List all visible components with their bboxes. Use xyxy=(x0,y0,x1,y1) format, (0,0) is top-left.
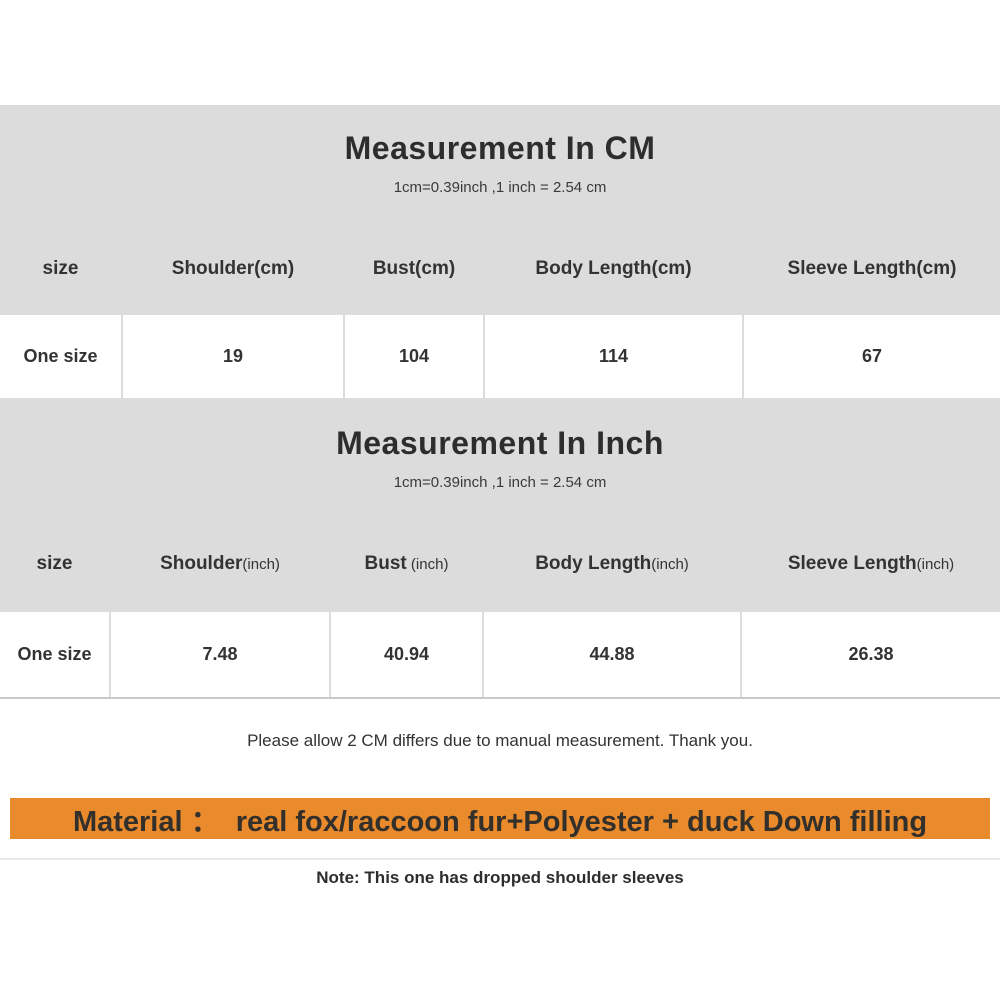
cm-data-row: One size 19 104 114 67 xyxy=(0,314,1000,398)
inch-section-subtitle: 1cm=0.39inch ,1 inch = 2.54 cm xyxy=(393,473,607,491)
cm-header-sleeve-length: Sleeve Length(cm) xyxy=(787,257,957,279)
inch-header-bust: Bust (inch) xyxy=(364,552,449,574)
top-whitespace xyxy=(0,0,1000,105)
cm-section-subtitle: 1cm=0.39inch ,1 inch = 2.54 cm xyxy=(393,178,607,196)
inch-cell-size: One size xyxy=(0,612,109,697)
inch-data-row: One size 7.48 40.94 44.88 26.38 xyxy=(0,612,1000,699)
cm-header-body-length: Body Length(cm) xyxy=(535,257,692,279)
cm-cell-size: One size xyxy=(0,314,121,398)
cm-section-title: Measurement In CM xyxy=(344,130,656,166)
inch-header-row: size Shoulder(inch) Bust (inch) Body Len… xyxy=(0,492,1000,610)
inch-header-size: size xyxy=(36,552,73,574)
cm-cell-sleeve-length: 67 xyxy=(744,314,1000,398)
material-banner: Material ： real fox/raccoon fur+Polyeste… xyxy=(10,798,990,839)
inch-cell-sleeve-length: 26.38 xyxy=(742,612,1000,697)
inch-section: Measurement In Inch 1cm=0.39inch ,1 inch… xyxy=(0,400,1000,612)
inch-header-shoulder: Shoulder(inch) xyxy=(160,552,280,574)
inch-cell-body-length: 44.88 xyxy=(484,612,740,697)
cm-cell-body-length: 114 xyxy=(485,314,742,398)
inch-header-sleeve-length: Sleeve Length(inch) xyxy=(787,552,955,574)
cm-header-row: size Shoulder(cm) Bust(cm) Body Length(c… xyxy=(0,197,1000,315)
cm-cell-bust: 104 xyxy=(345,314,483,398)
cm-header-bust: Bust(cm) xyxy=(372,257,456,279)
cm-section: Measurement In CM 1cm=0.39inch ,1 inch =… xyxy=(0,105,1000,400)
material-banner-text: Material ： real fox/raccoon fur+Polyeste… xyxy=(72,805,928,838)
inch-header-body-length: Body Length(inch) xyxy=(535,552,689,574)
inch-section-title: Measurement In Inch xyxy=(336,425,664,461)
tolerance-note: Please allow 2 CM differs due to manual … xyxy=(247,730,753,750)
dropped-shoulder-note: Note: This one has dropped shoulder slee… xyxy=(316,868,684,887)
cm-header-shoulder: Shoulder(cm) xyxy=(171,257,295,279)
cm-header-size: size xyxy=(42,257,79,279)
divider-line xyxy=(0,858,1000,860)
inch-cell-shoulder: 7.48 xyxy=(111,612,329,697)
inch-cell-bust: 40.94 xyxy=(331,612,482,697)
cm-cell-shoulder: 19 xyxy=(123,314,343,398)
